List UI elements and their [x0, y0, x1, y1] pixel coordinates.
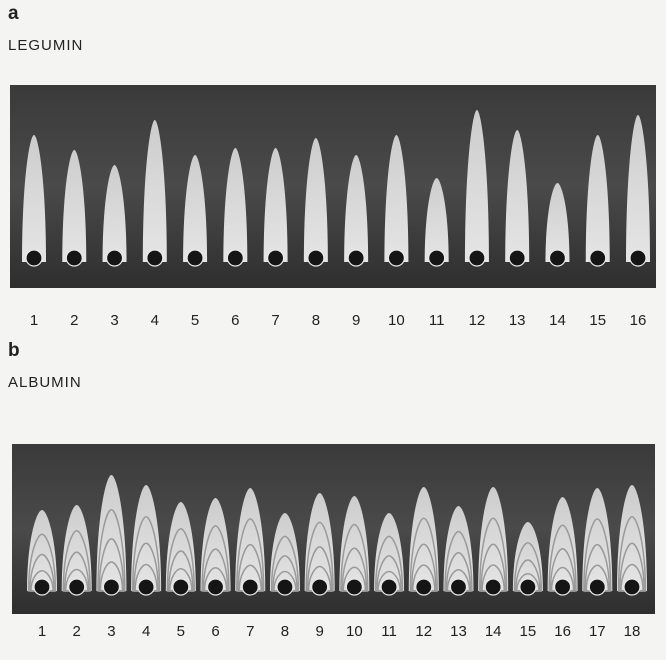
panel-title: ALBUMIN [8, 374, 82, 391]
lane-number: 16 [630, 312, 647, 329]
lane-number: 7 [246, 623, 254, 640]
well [103, 579, 119, 595]
lane-number: 14 [549, 312, 566, 329]
well [208, 579, 224, 595]
well [34, 579, 50, 595]
well [555, 579, 571, 595]
lane-number: 10 [388, 312, 405, 329]
lane-number: 14 [485, 623, 502, 640]
panel-title: LEGUMIN [8, 37, 83, 54]
well [590, 250, 606, 266]
lane-number: 3 [107, 623, 115, 640]
well [624, 579, 640, 595]
well [69, 579, 85, 595]
well [416, 579, 432, 595]
lane-number: 1 [30, 312, 38, 329]
lane-number: 18 [624, 623, 641, 640]
lane-number: 15 [589, 312, 606, 329]
lane-number: 8 [312, 312, 320, 329]
lane-number: 12 [415, 623, 432, 640]
lane-number: 6 [211, 623, 219, 640]
lane-number: 6 [231, 312, 239, 329]
lane-number: 3 [110, 312, 118, 329]
well [173, 579, 189, 595]
well [346, 579, 362, 595]
well [227, 250, 243, 266]
well [549, 250, 565, 266]
well [388, 250, 404, 266]
panel-label: a [8, 3, 19, 24]
lane-number: 16 [554, 623, 571, 640]
figure: a LEGUMIN b ALBUMIN 12345678910111213141… [0, 0, 666, 660]
lane-number: 4 [151, 312, 159, 329]
lane-number: 15 [520, 623, 537, 640]
lane-number: 2 [73, 623, 81, 640]
well [187, 250, 203, 266]
lane-number: 2 [70, 312, 78, 329]
page: a LEGUMIN b ALBUMIN 12345678910111213141… [0, 0, 666, 660]
well [26, 250, 42, 266]
lane-number: 10 [346, 623, 363, 640]
well [509, 250, 525, 266]
well [312, 579, 328, 595]
lane-number: 17 [589, 623, 606, 640]
well [348, 250, 364, 266]
well [107, 250, 123, 266]
panel-label: b [8, 340, 20, 361]
well [589, 579, 605, 595]
well [630, 250, 646, 266]
well [485, 579, 501, 595]
well [520, 579, 536, 595]
well [381, 579, 397, 595]
lane-number: 13 [450, 623, 467, 640]
well [268, 250, 284, 266]
lane-number: 5 [177, 623, 185, 640]
lane-number: 11 [381, 623, 397, 640]
well [147, 250, 163, 266]
well [242, 579, 258, 595]
lane-number: 4 [142, 623, 150, 640]
lane-number: 8 [281, 623, 289, 640]
lane-number: 11 [429, 312, 445, 329]
lane-number: 13 [509, 312, 526, 329]
lane-number: 9 [315, 623, 323, 640]
well [308, 250, 324, 266]
well [429, 250, 445, 266]
lane-number: 1 [38, 623, 46, 640]
lane-number: 12 [469, 312, 486, 329]
lane-number: 5 [191, 312, 199, 329]
well [469, 250, 485, 266]
well [450, 579, 466, 595]
well [277, 579, 293, 595]
well [138, 579, 154, 595]
well [66, 250, 82, 266]
lane-number: 7 [271, 312, 279, 329]
lane-number: 9 [352, 312, 360, 329]
